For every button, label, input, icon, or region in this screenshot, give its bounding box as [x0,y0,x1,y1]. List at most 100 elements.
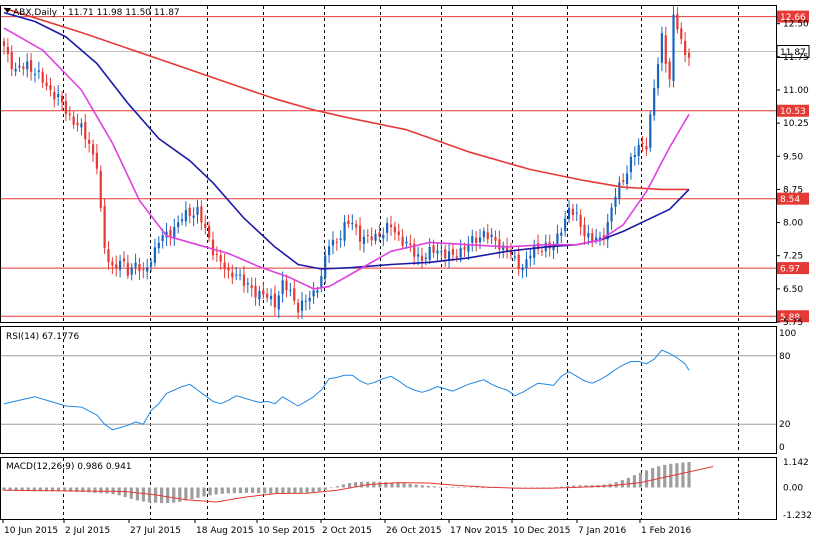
candle-body [33,73,37,75]
candle-body [200,206,203,223]
candle-body [258,291,261,300]
candle-body [119,260,122,270]
candle-body [211,239,215,256]
candle-body [602,235,605,238]
candle-body [22,66,25,69]
time-tick-label: 18 Aug 2015 [196,526,254,536]
candle-body [378,232,381,237]
macd-histogram-bar [420,485,424,488]
candle-body [560,232,563,236]
macd-histogram-bar [450,487,455,488]
candle-body [327,246,331,256]
macd-histogram-bar [232,487,236,494]
candle-body [49,85,52,91]
candle-body [285,280,288,291]
macd-histogram-bar [475,487,479,489]
candle-body [53,91,56,100]
time-tick-label: 1 Feb 2016 [641,526,692,536]
macd-histogram-bar [311,487,315,493]
candle-body [2,41,6,46]
candle-body [269,295,273,300]
level-tag [777,310,809,323]
price-tick-label: 8.00 [783,219,803,229]
macd-histogram-bar [202,487,206,497]
macd-histogram-bar [663,464,667,488]
current-price-label: 11.87 [780,48,806,58]
horizontal-levels: 12.66 10.53 8.54 6.97 5.88 11.87 [1,10,810,323]
macd-histogram-bar [166,487,170,504]
macd-histogram-bar [184,487,188,501]
macd-signal-line [3,466,714,503]
candle-body [219,255,222,262]
candle-body [95,152,98,169]
candle-body [238,274,242,276]
macd-histogram-bar [626,477,630,488]
candle-body [405,241,408,244]
candle-body [618,182,621,199]
candle-body [625,173,629,185]
candle-body [575,212,578,214]
candle-body [556,233,559,245]
macd-histogram-bar [269,487,273,494]
candle-body [656,64,660,89]
candle-body [687,52,691,58]
candle-body [331,239,335,246]
candle-body [103,205,106,248]
candle-body [529,255,532,259]
candle-body [591,233,594,242]
macd-histogram-bar [293,487,297,494]
macd-histogram-bar [402,483,406,488]
candle-body [467,244,470,252]
candle-body [72,116,75,125]
macd-histogram-bar [2,487,6,491]
candle-body [358,225,362,242]
candle-body [424,257,427,259]
collapse-triangle-icon[interactable] [4,8,11,13]
time-tick-label: 2 Jul 2015 [65,526,110,536]
time-tick-label: 27 Jul 2015 [130,526,181,536]
price-tick-label: 11.75 [783,53,809,63]
time-tick-label: 26 Oct 2015 [386,526,442,536]
candle-body [463,246,466,250]
rsi-series: 100 80 20 0 [1,329,796,453]
rsi-line [3,349,690,431]
candle-body [498,239,501,250]
candle-body [389,224,393,228]
macd-histogram-bar [578,485,582,488]
candle-body [208,225,211,238]
candle-body [192,215,195,218]
macd-histogram-bar [572,485,576,488]
macd-histogram-bar [299,487,303,494]
rsi-tick-label: 20 [779,420,791,430]
candle-body [266,293,269,298]
candle-body [567,208,571,220]
level-tag-label: 6.97 [780,265,800,275]
macd-histogram-bar [81,487,85,493]
price-tick-label: 6.50 [783,285,803,295]
rsi-tick-label: 0 [779,443,785,453]
candle-body [37,70,40,72]
candle-body [76,122,79,126]
candle-body [482,231,485,238]
candle-body [250,285,253,288]
ohlc-label: 11.71 11.98 11.50 11.87 [68,8,180,18]
macd-histogram-bar [681,462,685,488]
level-tag [777,192,809,205]
candle-body [57,93,60,98]
macd-histogram-bar [160,487,164,504]
candle-body [521,268,524,271]
candle-body [231,272,234,278]
candle-body [459,247,462,258]
candle-body [517,254,520,269]
macd-histogram-bar [329,487,333,489]
candle-body [45,82,48,87]
macd-tick-label: 0.00 [783,483,803,493]
candle-body [676,14,679,30]
candle-body [293,288,296,301]
candle-body [502,245,505,250]
macd-histogram-bar [390,482,394,488]
price-tick-label: 8.75 [783,185,803,195]
candle-body [134,262,137,268]
candle-body [14,68,17,72]
